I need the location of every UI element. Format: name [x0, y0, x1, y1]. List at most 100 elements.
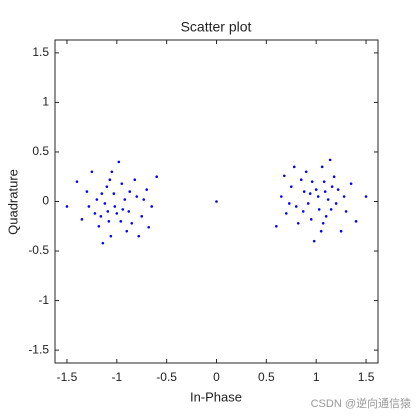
scatter-point	[137, 234, 141, 238]
scatter-point	[127, 210, 131, 213]
scatter-point	[314, 188, 318, 191]
scatter-point	[133, 178, 137, 182]
scatter-point	[75, 180, 79, 183]
scatter-point	[334, 202, 338, 205]
scatter-point	[296, 221, 300, 225]
chart-title: Scatter plot	[181, 19, 252, 35]
x-tick-label: 1	[313, 370, 320, 384]
y-tick-label: 1.5	[32, 45, 49, 59]
scatter-point	[306, 202, 310, 205]
scatter-point	[145, 188, 149, 191]
x-tick-label: -1	[111, 370, 122, 384]
scatter-point	[106, 210, 110, 213]
scatter-point	[319, 229, 323, 233]
scatter-point	[320, 165, 324, 169]
scatter-point	[119, 220, 123, 223]
scatter-point	[312, 239, 316, 243]
scatter-point	[364, 195, 368, 198]
scatter-point	[100, 192, 104, 195]
scatter-point	[155, 175, 158, 179]
x-tick-label: 1.5	[358, 370, 375, 384]
scatter-point	[309, 218, 313, 221]
scatter-point	[115, 212, 119, 215]
scatter-point	[308, 192, 312, 195]
scatter-point	[336, 188, 340, 191]
scatter-point	[135, 195, 139, 198]
scatter-point	[121, 208, 125, 211]
x-tick-label: 0.5	[258, 370, 275, 384]
scatter-point	[142, 198, 146, 201]
scatter-point	[110, 170, 114, 174]
scatter-point	[150, 205, 154, 208]
scatter-point	[130, 221, 134, 225]
y-axis-label: Quadrature	[5, 169, 20, 235]
scatter-point	[326, 198, 330, 201]
scatter-point	[101, 241, 105, 245]
x-axis-label: In-Phase	[190, 389, 242, 404]
scatter-point	[330, 185, 334, 188]
scatter-point	[120, 182, 124, 185]
y-tick-label: -1	[38, 293, 49, 307]
scatter-point	[90, 170, 94, 174]
scatter-point	[349, 182, 353, 185]
y-tick-label: -1.5	[28, 342, 49, 356]
scatter-point	[125, 229, 129, 233]
scatter-point	[65, 205, 69, 208]
scatter-point	[292, 165, 296, 169]
scatter-point	[328, 158, 332, 162]
scatter-point	[332, 175, 336, 179]
scatter-point	[97, 224, 101, 228]
scatter-point	[316, 195, 320, 198]
scatter-point	[322, 180, 326, 183]
scatter-point	[95, 198, 99, 201]
scatter-point	[103, 202, 107, 205]
scatter-point	[109, 234, 113, 238]
watermark: CSDN @逆向通信猿	[311, 396, 411, 410]
scatter-point	[304, 170, 308, 174]
scatter-point	[317, 208, 321, 211]
scatter-point	[140, 215, 144, 218]
scatter-point	[85, 190, 89, 193]
scatter-point	[147, 225, 151, 229]
scatter-point	[105, 185, 109, 188]
y-tick-label: 1	[42, 95, 49, 109]
scatter-point	[113, 205, 117, 208]
scatter-point	[275, 224, 278, 228]
scatter-point	[294, 205, 298, 208]
scatter-point	[301, 210, 305, 213]
scatter-point	[117, 160, 121, 164]
scatter-point	[93, 212, 97, 215]
scatter-point	[215, 200, 218, 203]
scatter-point	[324, 215, 328, 218]
scatter-point	[80, 218, 84, 221]
y-tick-label: 0.5	[32, 144, 49, 158]
scatter-point	[108, 178, 112, 182]
y-tick-label: -0.5	[28, 243, 49, 257]
x-tick-label: -1.5	[57, 370, 78, 384]
scatter-point	[128, 190, 132, 193]
scatter-point	[299, 178, 303, 182]
scatter-point	[287, 202, 291, 205]
scatter-point	[310, 180, 314, 183]
scatter-point	[339, 229, 343, 233]
scatter-point	[112, 192, 116, 195]
x-tick-label: -0.5	[156, 370, 177, 384]
y-tick-label: 0	[42, 194, 49, 208]
scatter-point	[323, 190, 327, 193]
scatter-point	[87, 205, 91, 208]
scatter-point	[344, 210, 348, 213]
scatter-point	[321, 221, 325, 225]
x-tick-label: 0	[213, 370, 220, 384]
scatter-point	[329, 208, 333, 211]
scatter-point	[107, 220, 111, 223]
scatter-point	[123, 198, 127, 201]
scatter-point	[354, 220, 358, 223]
scatter-point	[279, 195, 283, 198]
scatter-point	[99, 215, 103, 218]
scatter-point	[282, 174, 286, 178]
scatter-point	[302, 190, 306, 193]
scatter-point	[289, 185, 293, 188]
scatter-point	[342, 195, 346, 198]
